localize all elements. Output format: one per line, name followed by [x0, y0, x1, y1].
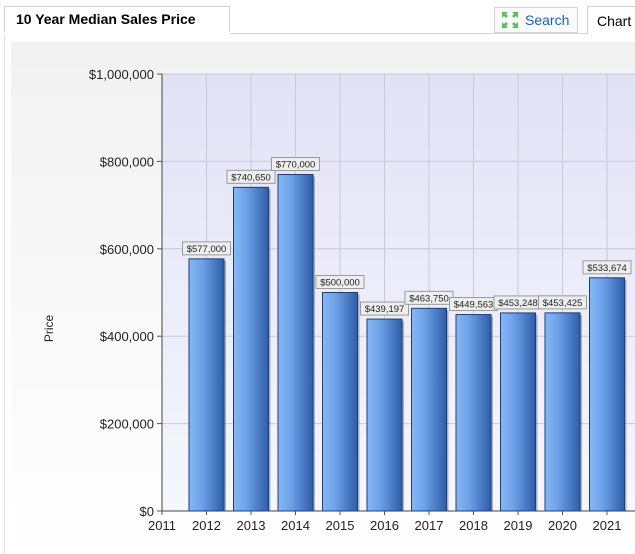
- data-label: $439,197: [365, 304, 405, 315]
- x-tick-label: 2012: [192, 518, 221, 533]
- data-label-box: [182, 241, 231, 256]
- bar: [277, 174, 314, 512]
- data-label: $453,248: [498, 298, 538, 309]
- data-label: $449,563: [454, 300, 494, 311]
- bar: [188, 258, 225, 512]
- x-tick-label: 2021: [593, 518, 622, 533]
- y-tick-label: $800,000: [100, 154, 154, 169]
- bar: [322, 292, 358, 512]
- y-tick-label: $0: [140, 504, 154, 519]
- data-label: $500,000: [320, 278, 360, 289]
- x-tick-label: 2016: [370, 518, 399, 533]
- data-label: $453,425: [543, 298, 583, 309]
- x-tick-label: 2015: [326, 518, 355, 533]
- x-tick-label: 2020: [548, 518, 577, 533]
- search-button-label: Search: [525, 12, 570, 28]
- y-tick-label: $600,000: [100, 242, 154, 257]
- data-label-box: [226, 169, 276, 184]
- header-divider: [230, 33, 635, 34]
- y-axis-title: Price: [42, 315, 56, 343]
- x-tick-label: 2014: [281, 518, 310, 533]
- data-label: $577,000: [187, 244, 227, 255]
- data-label: $533,674: [587, 263, 627, 274]
- tab-chart[interactable]: Chart: [587, 6, 635, 34]
- chart-title: 10 Year Median Sales Price: [16, 11, 196, 27]
- title-tab: 10 Year Median Sales Price: [4, 6, 230, 32]
- bar: [366, 318, 403, 512]
- x-tick-label: 2017: [415, 518, 444, 533]
- bar: [544, 312, 581, 512]
- data-label-box: [315, 275, 365, 289]
- search-button[interactable]: Search: [494, 7, 578, 33]
- y-tick-label: $1,000,000: [89, 67, 154, 82]
- bar: [411, 307, 447, 512]
- data-label-box: [360, 301, 409, 316]
- chart-panel: $0 $200,000 $400,000 $600,000 $800,000 $1,000…: [4, 34, 635, 554]
- x-tick-label: 2018: [459, 518, 488, 533]
- expand-arrows-icon: [502, 12, 518, 28]
- bar: [233, 186, 269, 512]
- y-tick-label: $200,000: [100, 417, 154, 432]
- data-label-box: [582, 260, 632, 275]
- bar: [589, 277, 625, 512]
- data-label: $463,750: [409, 293, 449, 304]
- bar: [455, 314, 492, 512]
- chart-header: 10 Year Median Sales Price Search Chart: [0, 0, 635, 34]
- data-label: $770,000: [276, 160, 316, 171]
- bar: [500, 312, 536, 512]
- bar-chart: $0 $200,000 $400,000 $600,000 $800,000 $1,000…: [11, 42, 635, 554]
- y-tick-label: $400,000: [100, 329, 154, 344]
- tab-chart-label: Chart: [597, 13, 632, 29]
- data-label-box: [538, 295, 587, 310]
- x-tick-label: 2011: [148, 518, 176, 533]
- data-label-box: [271, 157, 320, 172]
- x-tick-label: 2019: [504, 518, 533, 533]
- x-tick-label: 2013: [237, 518, 266, 533]
- data-label: $740,650: [231, 172, 271, 183]
